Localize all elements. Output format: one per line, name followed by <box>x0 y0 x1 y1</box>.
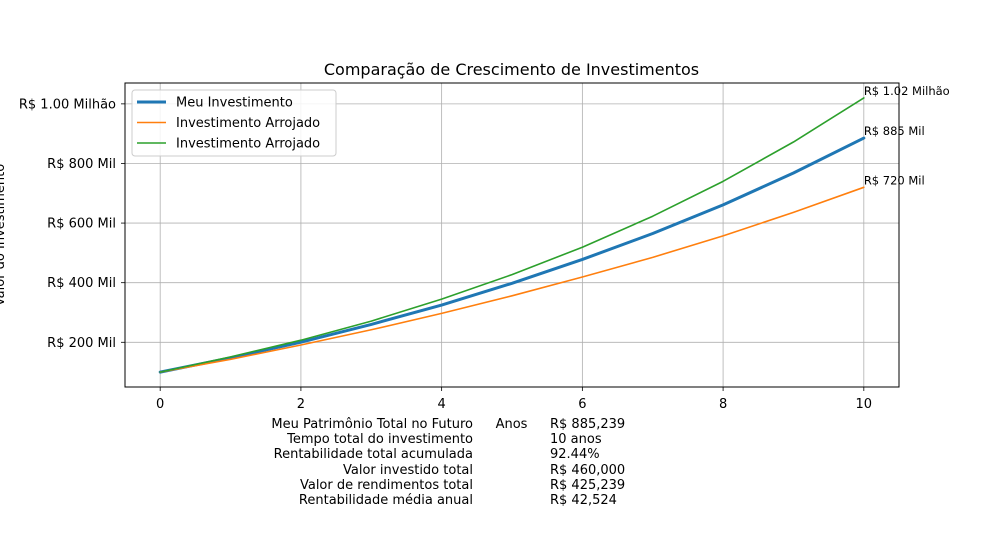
summary-label: Rentabilidade total acumulada <box>273 447 473 463</box>
summary-value: R$ 885,239 <box>550 417 626 432</box>
chart-title: Comparação de Crescimento de Investiment… <box>324 60 699 79</box>
y-tick-label: R$ 200 Mil <box>47 336 116 351</box>
end-value-label: R$ 1.02 Milhão <box>864 84 950 98</box>
summary-value: 10 anos <box>550 432 602 448</box>
plot-frame <box>124 82 900 388</box>
series-line-0 <box>158 136 866 374</box>
legend-entry: Investimento Arrojado <box>176 116 320 131</box>
end-labels: R$ 885 Mil R$ 720 Mil R$ 1.02 Milhão <box>864 84 950 187</box>
summary-values: R$ 885,239 10 anos 92.44% R$ 460,000 R$ … <box>550 417 625 508</box>
summary-label: Tempo total do investimento <box>287 432 473 448</box>
x-tick-label: 10 <box>856 397 873 412</box>
summary-label: Rentabilidade média anual <box>298 493 473 509</box>
legend-box <box>131 89 337 157</box>
summary-value: R$ 42,524 <box>550 493 617 509</box>
summary-label: Valor investido total <box>343 462 473 478</box>
summary-labels: Meu Patrimônio Total no Futuro Tempo tot… <box>271 417 473 508</box>
end-value-label: R$ 720 Mil <box>864 173 925 187</box>
x-axis-ticks: 0 2 4 6 8 10 <box>156 387 872 412</box>
summary-label: Valor de rendimentos total <box>299 477 473 493</box>
series-line-1 <box>159 186 865 373</box>
y-tick-label: R$ 400 Mil <box>47 276 116 291</box>
summary-value: R$ 425,239 <box>550 477 626 493</box>
legend-entry: Meu Investimento <box>176 96 293 111</box>
x-tick-label: 4 <box>437 397 445 412</box>
series-line-2 <box>159 97 865 373</box>
y-tick-label: R$ 1.00 Milhão <box>19 97 116 112</box>
summary-value: R$ 460,000 <box>550 462 626 478</box>
legend: Meu Investimento Investimento Arrojado Inv… <box>131 89 337 157</box>
y-tick-label: R$ 600 Mil <box>47 217 116 232</box>
summary-value: 92.44% <box>550 447 600 463</box>
legend-entry: Investimento Arrojado <box>176 137 320 152</box>
y-axis-ticks: R$ 200 Mil R$ 400 Mil R$ 600 Mil R$ 800 Mil… <box>19 97 125 351</box>
x-tick-label: 2 <box>297 397 305 412</box>
x-axis-label: Anos <box>496 417 528 432</box>
x-tick-label: 0 <box>156 397 164 412</box>
y-axis-label: Valor do Investimento <box>0 164 8 306</box>
y-tick-label: R$ 800 Mil <box>47 157 116 172</box>
x-tick-label: 8 <box>719 397 727 412</box>
summary-label: Meu Patrimônio Total no Futuro <box>271 417 473 432</box>
x-tick-label: 6 <box>578 397 586 412</box>
series-lines <box>158 97 866 374</box>
end-value-label: R$ 885 Mil <box>864 124 925 138</box>
